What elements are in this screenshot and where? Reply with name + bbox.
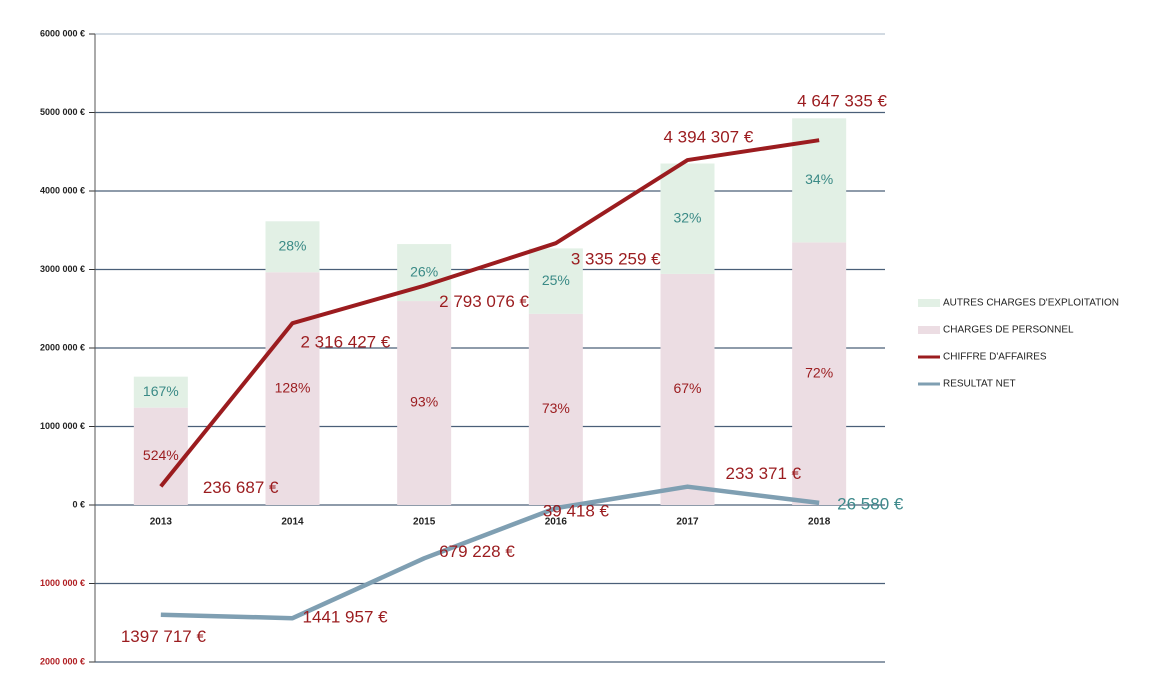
percent-label: 34% [805, 171, 833, 187]
percent-label: 73% [542, 400, 570, 416]
percent-label: 128% [275, 379, 311, 395]
legend-label: CHIFFRE D'AFFAIRES [943, 352, 1047, 363]
line [159, 138, 820, 488]
x-tick-label: 2014 [281, 517, 304, 528]
bar [265, 221, 320, 273]
x-tick-label: 2016 [545, 517, 568, 528]
line [160, 484, 820, 621]
percent-label: 28% [278, 237, 306, 253]
bar [397, 301, 452, 505]
percent-label: 93% [410, 394, 438, 410]
percent-label: 32% [673, 209, 701, 225]
percent-label: 25% [542, 272, 570, 288]
percent-label: 72% [805, 364, 833, 380]
x-tick-label: 2013 [150, 517, 173, 528]
y-tick-label: 1000 000 € [40, 421, 85, 431]
value-label: 3 335 259 € [571, 250, 661, 269]
bar [133, 407, 188, 505]
value-label: 4 647 335 € [797, 92, 887, 111]
value-label: 1397 717 € [121, 627, 207, 646]
value-label: 236 687 € [203, 478, 279, 497]
bar [660, 163, 715, 274]
value-label: 1441 957 € [303, 608, 389, 627]
x-tick-label: 2018 [808, 517, 831, 528]
bar [792, 118, 847, 243]
y-tick-label: 1000 000 € [40, 578, 85, 588]
legend-label: CHARGES DE PERSONNEL [943, 325, 1074, 336]
y-tick-label: 2000 000 € [40, 656, 85, 666]
bar [265, 272, 320, 505]
value-label: 4 394 307 € [664, 128, 754, 147]
bar [792, 242, 847, 506]
value-label: 233 371 € [726, 464, 802, 483]
value-label: 679 228 € [439, 542, 515, 561]
x-tick-label: 2017 [676, 517, 699, 528]
legend-swatch [918, 326, 940, 334]
percent-label: 167% [143, 383, 179, 399]
x-tick-label: 2015 [413, 517, 436, 528]
value-label: 39 418 € [543, 502, 610, 521]
bar [660, 273, 715, 505]
y-tick-label: 2000 000 € [40, 342, 85, 352]
y-tick-label: 6000 000 € [40, 28, 85, 38]
value-label: 2 316 427 € [301, 333, 391, 352]
legend-swatch [918, 299, 940, 307]
legend-label: AUTRES CHARGES D'EXPLOITATION [943, 298, 1119, 309]
value-label: 26 580 € [837, 494, 904, 513]
bar [133, 376, 188, 408]
percent-label: 26% [410, 263, 438, 279]
y-tick-label: 4000 000 € [40, 185, 85, 195]
bar [528, 313, 583, 505]
y-tick-label: 3000 000 € [40, 264, 85, 274]
value-label: 2 793 076 € [439, 292, 529, 311]
legend-label: RESULTAT NET [943, 379, 1016, 390]
percent-label: 524% [143, 447, 179, 463]
bar [528, 248, 583, 314]
y-tick-label: 0 € [72, 499, 85, 509]
percent-label: 67% [673, 380, 701, 396]
y-tick-label: 5000 000 € [40, 107, 85, 117]
